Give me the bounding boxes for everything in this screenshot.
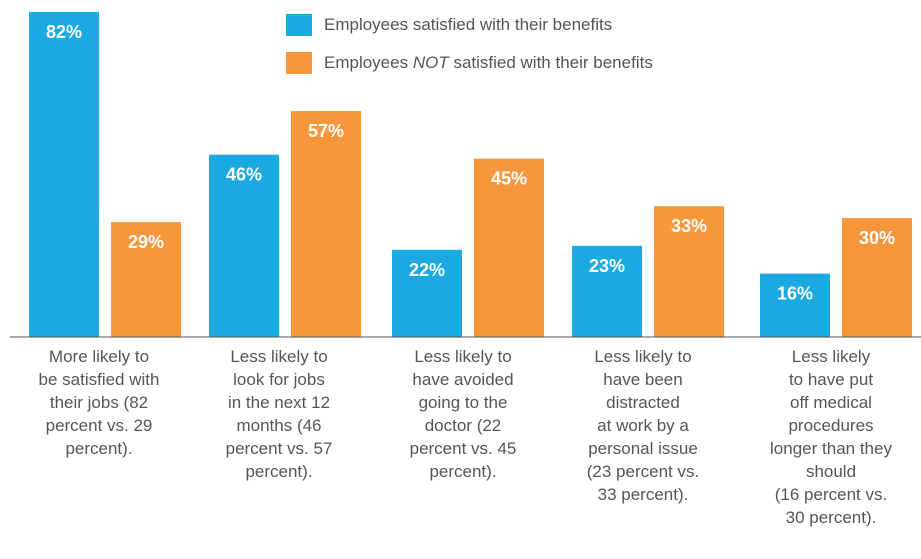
bar-satisfied-3 xyxy=(392,249,462,337)
bar-value-label-not-satisfied-3: 45% xyxy=(491,169,527,189)
bar-value-label-satisfied-5: 16% xyxy=(777,284,813,304)
legend-label-not-satisfied: Employees NOT satisfied with their benef… xyxy=(324,53,653,72)
category-label-2: Less likely to look for jobs in the next… xyxy=(225,347,333,481)
legend: Employees satisfied with their benefits … xyxy=(286,14,653,90)
bar-satisfied-1 xyxy=(29,12,99,337)
bars-group: 82% 46% 22% 23% 16% 29% 57% 45% 33% 30% xyxy=(29,12,912,338)
bar-satisfied-2 xyxy=(209,154,279,337)
bar-value-label-satisfied-2: 46% xyxy=(226,165,262,185)
bar-satisfied-4 xyxy=(572,245,642,337)
bar-value-label-satisfied-3: 22% xyxy=(409,260,445,280)
bar-value-label-not-satisfied-4: 33% xyxy=(671,216,707,236)
bar-value-label-not-satisfied-1: 29% xyxy=(128,232,164,252)
bar-value-label-not-satisfied-5: 30% xyxy=(859,228,895,248)
bar-not-satisfied-4 xyxy=(654,206,724,337)
legend-item-not-satisfied: Employees NOT satisfied with their benef… xyxy=(286,52,653,74)
bar-not-satisfied-2 xyxy=(291,111,361,338)
category-label-5: Less likely to have put off medical proc… xyxy=(770,347,892,527)
bar-value-label-satisfied-1: 82% xyxy=(46,22,82,42)
category-label-3: Less likely to have avoided going to the… xyxy=(409,347,517,481)
bar-value-label-not-satisfied-2: 57% xyxy=(308,121,344,141)
legend-swatch-not-satisfied xyxy=(286,52,312,74)
legend-item-satisfied: Employees satisfied with their benefits xyxy=(286,14,653,36)
bar-not-satisfied-5 xyxy=(842,218,912,337)
category-label-4: Less likely to have been distracted at w… xyxy=(586,347,700,504)
legend-label-satisfied: Employees satisfied with their benefits xyxy=(324,15,613,34)
bar-not-satisfied-1 xyxy=(111,222,181,337)
legend-swatch-satisfied xyxy=(286,14,312,36)
bar-not-satisfied-3 xyxy=(474,158,544,337)
category-label-1: More likely to be satisfied with their j… xyxy=(38,347,160,458)
bar-value-label-satisfied-4: 23% xyxy=(589,256,625,276)
bar-satisfied-5 xyxy=(760,273,830,337)
